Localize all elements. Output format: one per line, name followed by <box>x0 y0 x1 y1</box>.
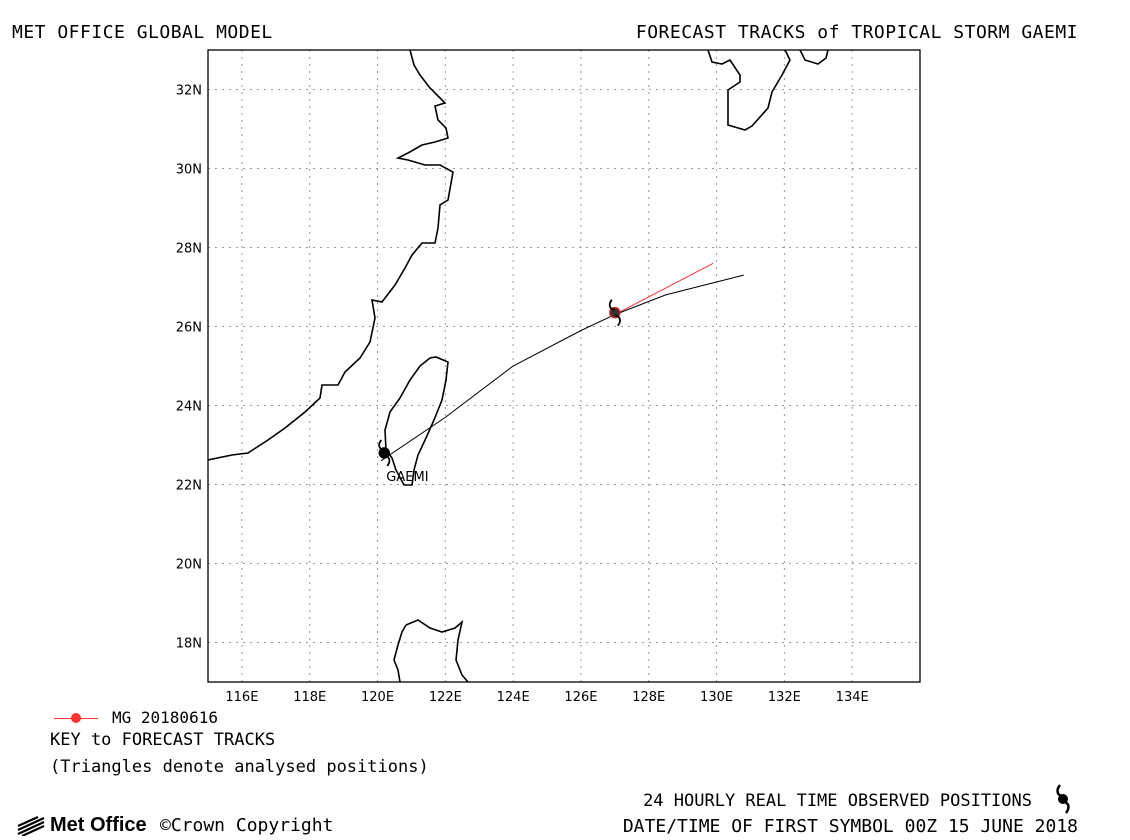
lon-tick-label: 126E <box>564 690 597 705</box>
observed-position-marker <box>608 299 621 327</box>
copyright-text: ©Crown Copyright <box>160 815 334 836</box>
map-frame <box>207 49 921 683</box>
forecast-tracks <box>380 262 744 462</box>
storm-name-label: GAEMI <box>386 470 428 485</box>
lat-tick-label: 24N <box>176 400 202 415</box>
coastline-china <box>208 50 454 461</box>
lon-tick-label: 134E <box>836 690 869 705</box>
forecast-track-line <box>614 262 714 316</box>
lon-tick-label: 120E <box>361 690 394 705</box>
observed-position-marker <box>378 439 391 467</box>
axis-labels: 116E 118E 120E 122E 124E 126E 128E 130E 132E 134E… <box>176 84 869 706</box>
coastlines <box>208 50 829 682</box>
header-right-title: FORECAST TRACKS of TROPICAL STORM GAEMI <box>635 22 1078 43</box>
met-office-logo: Met Office <box>16 812 147 838</box>
lat-tick-label: 22N <box>176 479 202 494</box>
header-left-title: MET OFFICE GLOBAL MODEL <box>12 22 273 43</box>
lon-tick-label: 132E <box>768 690 801 705</box>
lat-tick-label: 28N <box>176 242 202 257</box>
key-note: (Triangles denote analysed positions) <box>50 757 429 777</box>
lon-tick-label: 130E <box>700 690 733 705</box>
lat-tick-label: 32N <box>176 84 202 99</box>
lon-tick-label: 124E <box>497 690 530 705</box>
legend-label-mg: MG 20180616 <box>112 708 218 727</box>
coastline-kyushu <box>707 50 791 131</box>
coastline-taiwan <box>384 356 449 486</box>
lat-tick-label: 20N <box>176 558 202 573</box>
lon-tick-label: 118E <box>293 690 326 705</box>
forecast-track-line <box>380 274 744 462</box>
lat-tick-label: 30N <box>176 163 202 178</box>
lon-tick-label: 116E <box>225 690 258 705</box>
coastline-shikoku <box>799 50 829 65</box>
met-office-logo-icon <box>17 815 45 836</box>
tropical-cyclone-icon <box>1056 784 1070 814</box>
key-title: KEY to FORECAST TRACKS <box>50 730 276 750</box>
coastline-luzon <box>393 619 469 682</box>
lat-tick-label: 18N <box>176 637 202 652</box>
legend-marker-mg <box>71 713 81 723</box>
logo-text: Met Office <box>50 813 147 836</box>
lon-tick-label: 122E <box>429 690 462 705</box>
observed-positions-label: 24 HOURLY REAL TIME OBSERVED POSITIONS <box>643 791 1032 811</box>
lon-tick-label: 128E <box>632 690 665 705</box>
observed-positions <box>378 299 621 467</box>
first-symbol-datetime: DATE/TIME OF FIRST SYMBOL 00Z 15 JUNE 20… <box>622 816 1078 837</box>
grid-lines <box>208 50 920 682</box>
lat-tick-label: 26N <box>176 321 202 336</box>
